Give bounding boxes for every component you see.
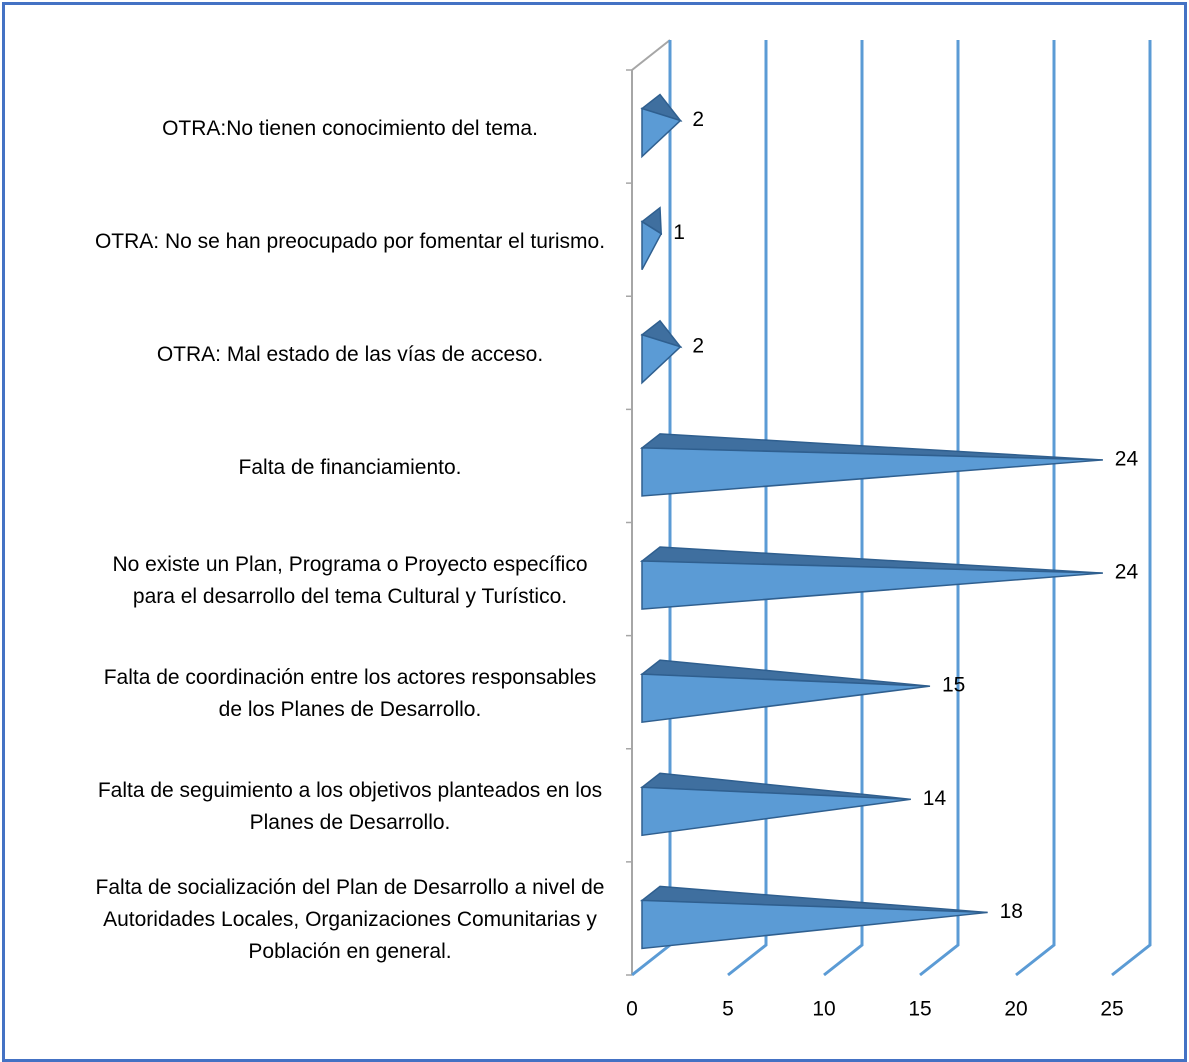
data-label: 14 (923, 787, 947, 810)
y-tick-label: OTRA:No tienen conocimiento del tema. (162, 116, 538, 140)
y-tick-label: No existe un Plan, Programa o Proyecto e… (112, 553, 588, 609)
cone-face (641, 333, 682, 385)
cone (640, 206, 663, 271)
y-tick-label: Falta de seguimiento a los objetivos pla… (97, 779, 603, 835)
grid-line (1015, 40, 1056, 977)
grid-line (1111, 40, 1152, 977)
y-tick-label: Falta de socialización del Plan de Desar… (95, 876, 605, 964)
y-tick-label: Falta de financiamiento. (238, 455, 462, 479)
cone-face (641, 560, 1103, 610)
cone (639, 546, 1103, 610)
data-label: 24 (1115, 561, 1139, 584)
y-tick-label: OTRA: No se han preocupado por fomentar … (94, 229, 606, 253)
grid-line (919, 40, 960, 977)
cone (639, 772, 911, 837)
cone (639, 433, 1103, 497)
cone-face (641, 899, 988, 950)
data-label: 24 (1115, 447, 1139, 470)
grid-line (727, 40, 768, 977)
cone-face (641, 673, 931, 724)
y-tick-label: Falta de coordinación entre los actores … (103, 666, 597, 722)
cone (639, 659, 931, 724)
cone (639, 885, 988, 950)
data-label: 1 (673, 221, 685, 244)
x-tick-label: 10 (812, 998, 835, 1021)
x-tick-label: 0 (626, 998, 638, 1021)
left-wall-top (631, 39, 671, 71)
x-tick-label: 20 (1004, 998, 1027, 1021)
data-label: 18 (1000, 900, 1023, 923)
y-tick-label: OTRA: Mal estado de las vías de acceso. (156, 342, 544, 366)
cone (640, 319, 683, 385)
data-label: 15 (942, 674, 965, 697)
cone-face (641, 107, 682, 159)
cone-face (641, 786, 911, 837)
cone (640, 93, 683, 159)
x-tick-label: 25 (1100, 998, 1123, 1021)
data-label: 2 (692, 108, 704, 131)
cone-face (641, 447, 1103, 497)
x-tick-label: 5 (722, 998, 734, 1021)
x-tick-label: 15 (908, 998, 931, 1021)
data-label: 2 (692, 334, 704, 357)
cone-face (641, 220, 663, 271)
grid-line (823, 40, 864, 977)
